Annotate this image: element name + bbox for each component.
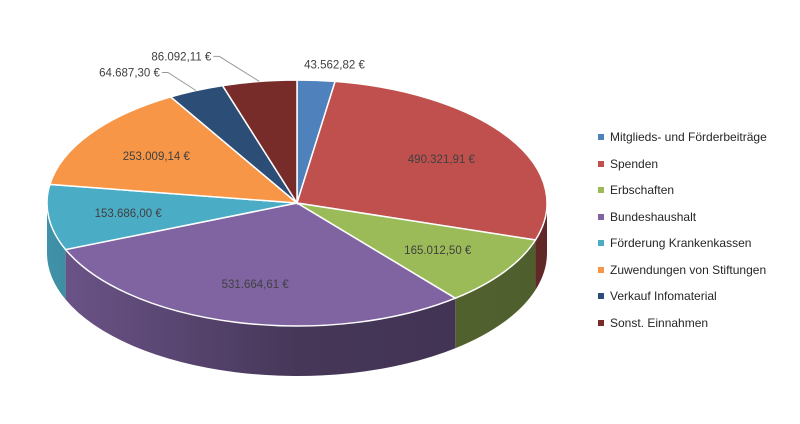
pie-slice bbox=[296, 202, 537, 300]
data-label: 153.686,00 € bbox=[95, 208, 163, 220]
legend-item: Zuwendungen von Stiftungen bbox=[598, 257, 767, 284]
pie-slice bbox=[48, 96, 300, 204]
legend-swatch bbox=[598, 319, 604, 326]
leader-line bbox=[213, 55, 260, 82]
data-label: 43.562,82 € bbox=[304, 59, 365, 71]
data-label: 165.012,50 € bbox=[404, 245, 472, 257]
pie-sides bbox=[47, 203, 547, 376]
legend-item: Mitglieds- und Förderbeiträge bbox=[598, 124, 767, 151]
pie-slice bbox=[296, 80, 548, 241]
data-labels: 43.562,82 € 490.321,91 € 165.012,50 € 531.6… bbox=[95, 51, 476, 291]
legend-swatch bbox=[598, 266, 604, 273]
legend-label: Sonst. Einnahmen bbox=[610, 315, 709, 330]
pie-slices bbox=[46, 79, 548, 327]
legend-item: Erbschaften bbox=[598, 177, 767, 204]
data-label: 64.687,30 € bbox=[99, 67, 160, 79]
legend-label: Erbschaften bbox=[610, 183, 675, 198]
legend-label: Spenden bbox=[610, 156, 659, 171]
legend-swatch bbox=[598, 134, 604, 141]
leader-line bbox=[161, 71, 197, 91]
pie-side-2 bbox=[455, 239, 536, 349]
pie-side-3 bbox=[65, 249, 456, 376]
legend-label: Förderung Krankenkassen bbox=[610, 236, 752, 251]
legend-swatch bbox=[598, 187, 604, 194]
legend-swatch bbox=[598, 213, 604, 220]
data-label: 253.009,14 € bbox=[123, 151, 191, 163]
legend-swatch bbox=[598, 160, 604, 167]
data-label: 490.321,91 € bbox=[408, 154, 476, 166]
legend-label: Verkauf Infomaterial bbox=[610, 289, 717, 304]
data-label: 531.664,61 € bbox=[222, 279, 290, 291]
legend-swatch bbox=[598, 240, 604, 247]
legend-item: Verkauf Infomaterial bbox=[598, 283, 767, 310]
pie-side-1 bbox=[535, 203, 547, 290]
legend-item: Sonst. Einnahmen bbox=[598, 310, 767, 337]
legend-label: Mitglieds- und Förderbeiträge bbox=[610, 130, 767, 145]
legend-label: Bundeshaushalt bbox=[610, 209, 697, 224]
legend-item: Förderung Krankenkassen bbox=[598, 230, 767, 257]
data-label: 86.092,11 € bbox=[151, 51, 212, 63]
legend: Mitglieds- und Förderbeiträge Spenden Er… bbox=[598, 124, 767, 336]
pie-slice bbox=[46, 183, 298, 251]
legend-item: Bundeshaushalt bbox=[598, 204, 767, 231]
legend-swatch bbox=[598, 293, 604, 300]
pie-slice bbox=[64, 202, 457, 327]
legend-item: Spenden bbox=[598, 151, 767, 178]
legend-label: Zuwendungen von Stiftungen bbox=[610, 262, 767, 277]
